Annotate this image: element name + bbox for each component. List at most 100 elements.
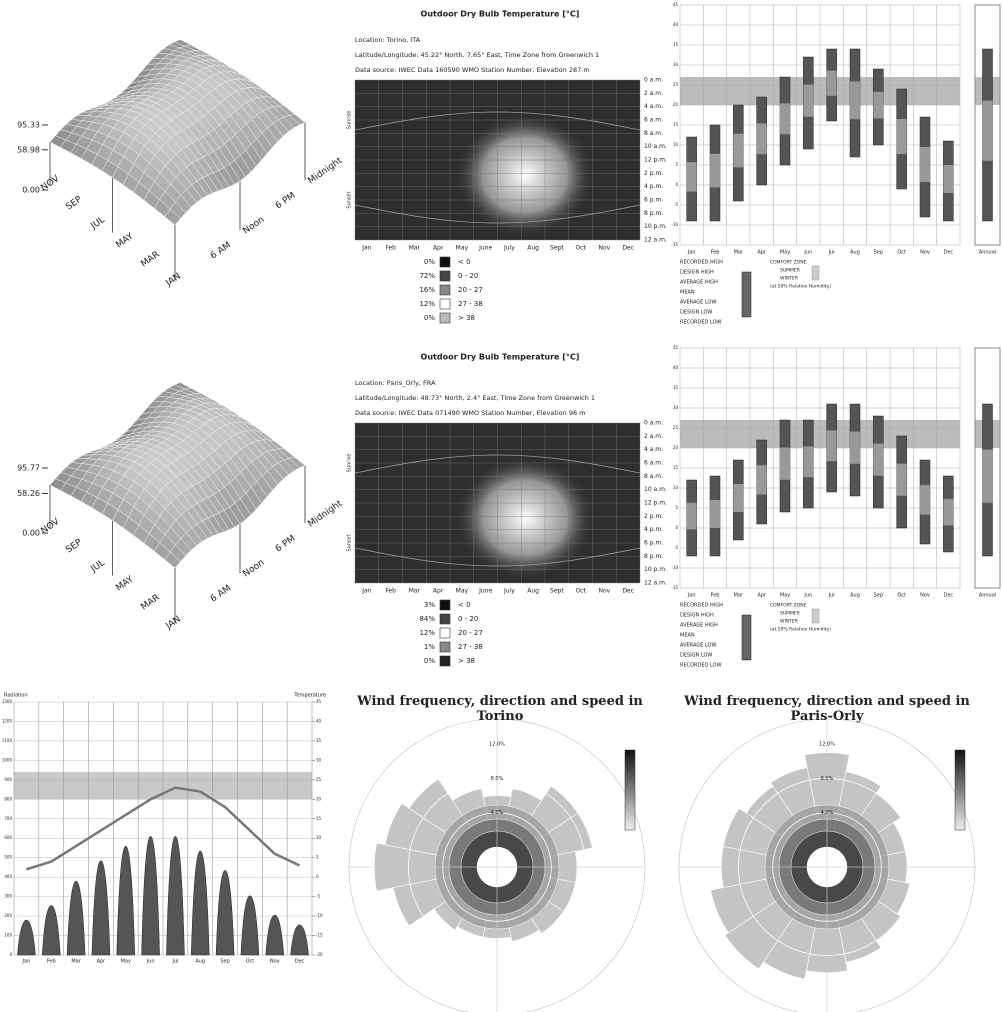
hour-label: 6 PM <box>274 191 298 212</box>
month-label: Nov <box>599 588 611 595</box>
comfort-legend-label: WINTER <box>780 276 798 282</box>
y-tick-label: 20 <box>673 102 679 107</box>
x-tick-label: Annual <box>979 593 996 599</box>
hour-label: 8 p.m. <box>644 210 663 217</box>
month-label: May <box>456 245 469 252</box>
month-label: MAR <box>139 250 161 270</box>
radiation-bar <box>290 924 309 956</box>
y-tick-label: -5 <box>674 202 678 207</box>
sun-curve <box>354 547 641 567</box>
range-bar-inner <box>982 449 993 503</box>
z-tick-label: 95.77 <box>17 464 40 473</box>
sun-curve <box>354 111 641 131</box>
x-tick-label: Dec <box>943 250 953 256</box>
y-tick-label: -5 <box>674 545 678 550</box>
y-tick-label: 25 <box>673 82 679 87</box>
legend-swatch <box>439 599 451 611</box>
range-bar-inner <box>982 100 993 161</box>
y-tick-label: 1300 <box>2 699 13 704</box>
range-bar-inner <box>686 162 697 192</box>
rose-ring-label: 12.0% <box>819 742 835 748</box>
x-tick-label: Dec <box>295 959 305 965</box>
y-tick-label: 30 <box>673 62 679 67</box>
y-tick-label: 35 <box>673 385 679 390</box>
y-tick-label: 0 <box>675 525 678 530</box>
x-tick-label: Sep <box>874 250 883 256</box>
legend-bar <box>741 271 752 318</box>
x-tick-label: Apr <box>757 250 767 256</box>
month-label: Oct <box>575 245 586 252</box>
legend-label: DESIGN HIGH <box>680 270 714 276</box>
legend-percent: 1% <box>424 643 435 651</box>
month-label: Mar <box>409 245 421 252</box>
comfort-legend-label: SUMMER <box>780 611 800 617</box>
x-tick-label: Aug <box>195 959 205 965</box>
month-label: MAY <box>114 231 135 250</box>
range-bar-inner <box>826 70 837 96</box>
hour-label: 2 p.m. <box>644 170 663 177</box>
info-line: Location: Paris_Orly, FRA <box>355 379 436 387</box>
month-label: July <box>503 588 515 595</box>
heatmap-warm <box>455 456 595 580</box>
y-tick-label: 100 <box>4 933 12 938</box>
y2-tick-label: 10 <box>316 835 322 840</box>
month-label: Feb <box>385 588 396 595</box>
legend-percent: 3% <box>424 601 435 609</box>
x-tick-label: Apr <box>757 593 767 599</box>
y-tick-label: 1200 <box>2 718 13 723</box>
y-tick-label: 40 <box>673 365 679 370</box>
x-tick-label: Nov <box>270 959 280 965</box>
y-tick-label: 15 <box>673 122 679 127</box>
hour-label: 8 a.m. <box>644 473 663 480</box>
month-label: Apr <box>433 245 444 252</box>
rose-ring-label: 8.0% <box>821 776 834 782</box>
chart-title: Outdoor Dry Bulb Temperature [°C] <box>421 353 580 362</box>
x-tick-label: Mar <box>734 593 744 599</box>
legend-bin: 20 - 27 <box>458 629 483 637</box>
y-tick-label: 15 <box>673 465 679 470</box>
hour-label: 0 a.m. <box>644 77 663 84</box>
range-bar-inner <box>733 484 744 512</box>
y-tick-label: 900 <box>4 777 12 782</box>
radiation-bar <box>215 870 235 956</box>
y2-tick-label: -10 <box>316 913 323 918</box>
hour-label: 10 p.m. <box>644 566 667 573</box>
range-bar-inner <box>756 465 767 495</box>
legend-swatch <box>439 613 451 625</box>
hour-label: 10 p.m. <box>644 223 667 230</box>
month-label: Apr <box>433 588 444 595</box>
surface-cell <box>173 39 192 47</box>
x-tick-label: Feb <box>711 250 720 256</box>
y2-tick-label: 20 <box>316 796 322 801</box>
rose-ring <box>373 743 621 991</box>
month-label: SEP <box>64 537 84 555</box>
radiation-bar <box>91 860 111 956</box>
range-bar-inner <box>686 502 697 530</box>
range-bar-inner <box>896 463 907 496</box>
rose-title: Wind frequency, direction and speed in P… <box>684 694 970 724</box>
range-bar-inner <box>896 119 907 154</box>
month-label: Dec <box>622 588 634 595</box>
range-bar-inner <box>943 165 954 193</box>
rose-ring <box>442 812 552 922</box>
info-line: Data source: IWEC Data 160590 WMO Statio… <box>355 66 590 74</box>
legend-percent: 16% <box>419 286 435 294</box>
comfort-swatch <box>811 608 820 624</box>
hour-label: 2 p.m. <box>644 513 663 520</box>
range-bar-inner <box>920 485 930 515</box>
comfort-legend-label: (at 50% Relative Humidity) <box>770 627 831 633</box>
y-tick-label: 300 <box>4 894 12 899</box>
x-tick-label: Mar <box>734 250 744 256</box>
legend-bin: 0 - 20 <box>458 272 478 280</box>
hour-label: 2 a.m. <box>644 90 663 97</box>
month-label: MAY <box>114 574 135 593</box>
x-tick-label: Aug <box>850 593 860 599</box>
y-tick-label: 35 <box>673 42 679 47</box>
comfort-legend-label: SUMMER <box>780 268 800 274</box>
legend-percent: 0% <box>424 258 435 266</box>
hour-label: 12 p.m. <box>644 157 667 164</box>
hour-label: 4 a.m. <box>644 103 663 110</box>
z-tick-label: 0.00 <box>22 529 40 538</box>
